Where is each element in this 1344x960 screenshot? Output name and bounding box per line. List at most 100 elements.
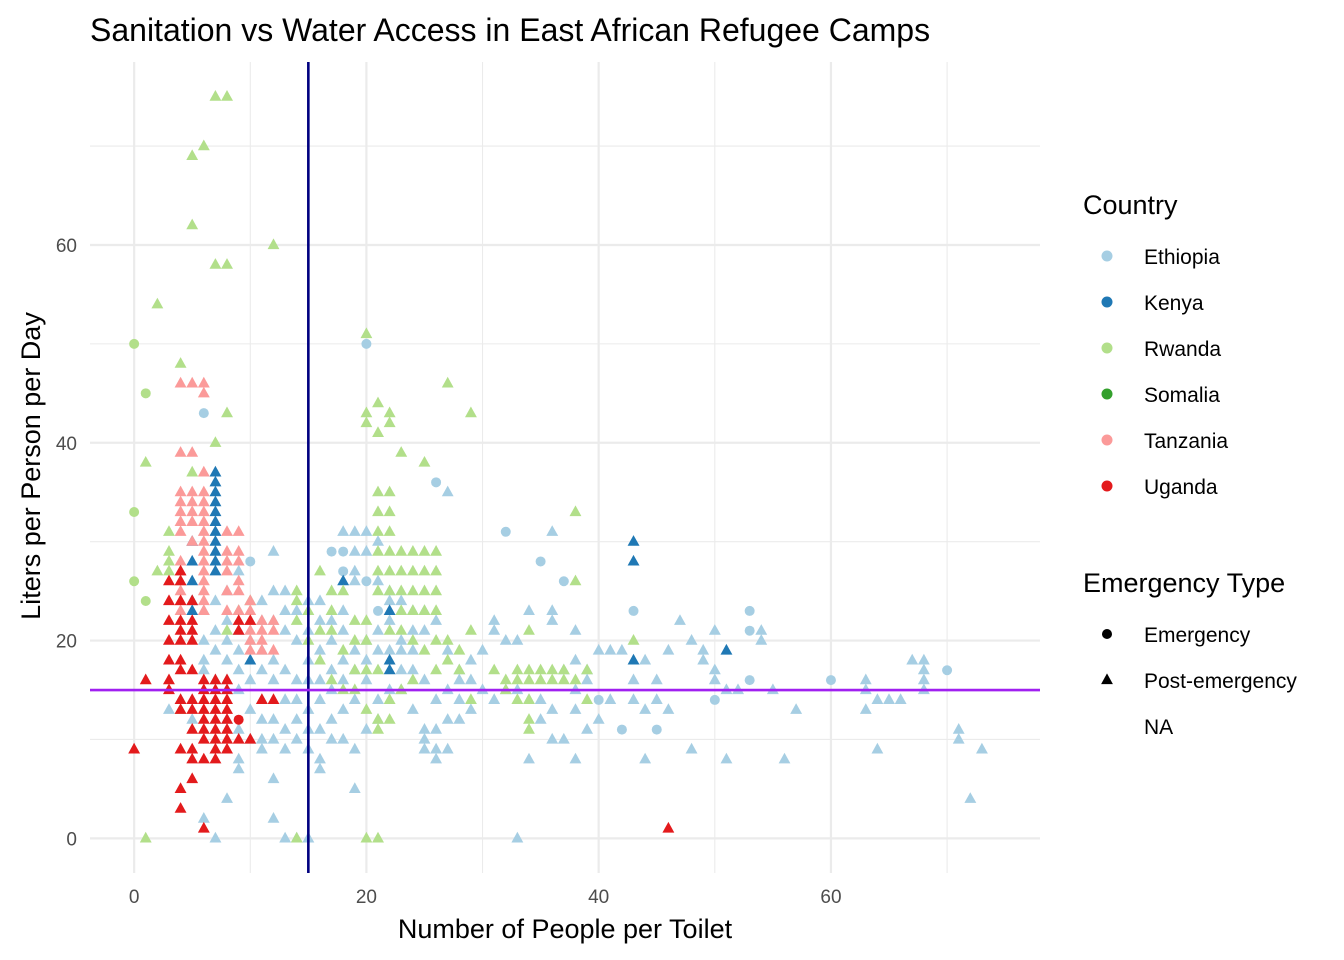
data-point bbox=[906, 653, 919, 665]
data-point bbox=[406, 703, 419, 714]
data-point bbox=[418, 673, 431, 685]
data-point bbox=[279, 663, 292, 675]
data-point bbox=[163, 574, 175, 586]
data-point bbox=[361, 338, 372, 349]
data-point bbox=[209, 475, 222, 487]
data-point bbox=[395, 594, 408, 606]
data-point bbox=[209, 258, 222, 269]
series-tanzania bbox=[174, 376, 280, 655]
data-point bbox=[163, 525, 175, 536]
data-point bbox=[372, 485, 384, 497]
data-point bbox=[964, 792, 977, 803]
data-point bbox=[616, 724, 627, 735]
data-point bbox=[209, 535, 222, 546]
data-point bbox=[197, 545, 210, 556]
data-point bbox=[186, 554, 199, 566]
legend-title-country: Country bbox=[1083, 190, 1178, 220]
data-point bbox=[174, 653, 187, 665]
data-point bbox=[430, 752, 442, 764]
data-point bbox=[790, 703, 803, 714]
data-point bbox=[267, 238, 280, 250]
data-point bbox=[209, 693, 222, 704]
tick-labels: 0 20 40 60 0 20 40 60 bbox=[56, 236, 842, 908]
legend-label-post-emergency: Post-emergency bbox=[1144, 670, 1297, 693]
data-point bbox=[221, 584, 233, 596]
data-point bbox=[360, 327, 373, 339]
legend-label-uganda: Uganda bbox=[1144, 476, 1218, 499]
data-point bbox=[348, 663, 361, 675]
data-point bbox=[430, 723, 442, 734]
data-point bbox=[267, 812, 280, 823]
data-point bbox=[569, 673, 582, 685]
data-point bbox=[174, 604, 187, 615]
data-point bbox=[372, 584, 384, 596]
data-point bbox=[488, 693, 501, 704]
data-point bbox=[361, 576, 372, 587]
data-point bbox=[499, 634, 512, 645]
data-point bbox=[197, 525, 210, 536]
data-point bbox=[267, 653, 280, 665]
data-point bbox=[325, 713, 338, 724]
data-point bbox=[232, 762, 245, 774]
data-point bbox=[360, 703, 373, 714]
data-point bbox=[557, 673, 570, 685]
data-point bbox=[221, 732, 233, 744]
data-point bbox=[197, 723, 210, 734]
data-point bbox=[383, 653, 396, 665]
data-point bbox=[348, 564, 361, 576]
data-point bbox=[267, 624, 280, 635]
data-point bbox=[511, 693, 524, 704]
data-point bbox=[383, 693, 396, 704]
data-point bbox=[139, 831, 152, 843]
data-point bbox=[174, 584, 187, 596]
chart-title: Sanitation vs Water Access in East Afric… bbox=[90, 12, 930, 48]
data-point bbox=[174, 742, 187, 754]
data-point bbox=[197, 505, 210, 517]
data-point bbox=[267, 732, 280, 744]
data-point bbox=[418, 723, 431, 734]
data-point bbox=[279, 693, 292, 704]
legend-emergency-type: Emergency Type Emergency Post-emergency NA bbox=[1083, 568, 1297, 739]
x-tick-label: 40 bbox=[588, 887, 609, 908]
data-point bbox=[674, 614, 686, 625]
data-point bbox=[372, 564, 384, 576]
data-point bbox=[557, 663, 570, 675]
data-point bbox=[372, 426, 384, 437]
data-point bbox=[314, 762, 326, 774]
data-point bbox=[430, 634, 442, 645]
data-point bbox=[186, 376, 199, 388]
data-point bbox=[221, 634, 233, 645]
data-point bbox=[453, 673, 466, 685]
data-point bbox=[604, 643, 617, 655]
data-point bbox=[337, 643, 350, 655]
data-point bbox=[383, 406, 396, 418]
data-point bbox=[546, 732, 559, 744]
data-point bbox=[325, 624, 338, 635]
data-point bbox=[174, 624, 187, 635]
x-tick-label: 0 bbox=[129, 887, 140, 908]
series-uganda bbox=[128, 564, 675, 833]
data-point bbox=[290, 732, 303, 744]
data-point bbox=[418, 643, 431, 655]
data-point bbox=[418, 732, 431, 744]
data-point bbox=[186, 515, 199, 526]
data-point bbox=[569, 703, 582, 714]
data-point bbox=[627, 554, 640, 566]
data-point bbox=[662, 703, 675, 714]
data-point bbox=[255, 624, 268, 635]
data-point bbox=[431, 477, 442, 488]
data-point bbox=[441, 485, 454, 497]
data-point bbox=[209, 505, 222, 517]
x-tick-label: 60 bbox=[820, 887, 841, 908]
data-point bbox=[232, 614, 245, 625]
data-point bbox=[337, 732, 350, 744]
data-point bbox=[209, 643, 222, 655]
data-point bbox=[209, 564, 222, 576]
data-point bbox=[197, 554, 210, 566]
legend-key-emergency bbox=[1102, 629, 1112, 639]
data-point bbox=[279, 831, 292, 843]
data-point bbox=[174, 554, 187, 566]
data-point bbox=[534, 673, 547, 685]
data-point bbox=[406, 584, 419, 596]
data-point bbox=[255, 742, 268, 754]
